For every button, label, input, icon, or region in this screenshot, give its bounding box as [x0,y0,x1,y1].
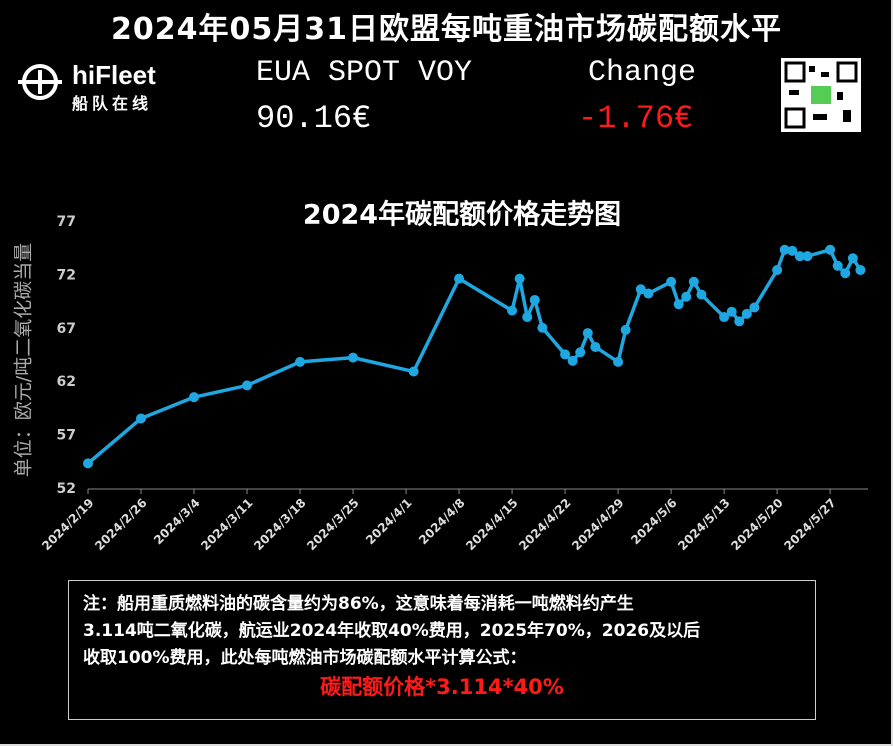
logo-icon [18,64,62,100]
series-line [86,248,862,465]
data-point [136,413,147,424]
note-line: 注：船用重质燃料油的碳含量约为86%，这意味着每消耗一吨燃料约产生 [83,594,634,614]
data-point [582,328,593,339]
data-point [847,253,858,264]
note-line: 3.114吨二氧化碳，航运业2024年收取40%费用，2025年70%，2026… [83,621,701,641]
x-tick-label: 2024/2/19 [39,496,96,553]
x-tick-label: 2024/2/26 [92,496,149,553]
data-point [454,273,465,284]
note-box: 注：船用重质燃料油的碳含量约为86%，这意味着每消耗一吨燃料约产生 3.114吨… [68,580,816,720]
spot-value: 90.16€ [256,100,372,137]
brand: hiFleet [72,60,156,90]
qr-code [781,58,861,132]
data-point [734,316,745,327]
data-point [613,356,624,367]
y-tick-label: 52 [57,481,76,497]
x-tick-label: 2024/3/11 [198,496,255,553]
data-point [348,352,359,363]
data-point [522,312,533,323]
x-tick-label: 2024/4/15 [463,496,520,553]
chart: 2024年碳配额价格走势图 单位：欧元/吨二氧化碳当量 52 57 62 67 72 77… [13,199,868,553]
y-tick-label: 57 [57,428,76,444]
chart-title: 2024年碳配额价格走势图 [303,199,621,231]
data-point [620,324,631,335]
data-point [787,245,798,256]
main-title: 2024年05月31日欧盟每吨重油市场碳配额水平 [111,12,782,47]
data-point [741,308,752,319]
x-tick-label: 2024/5/20 [728,496,785,553]
data-point [719,312,730,323]
x-tick-label: 2024/5/13 [675,496,732,553]
data-point [408,366,419,377]
y-tick-label: 77 [57,214,76,230]
brand-sub: 船队在线 [72,94,153,113]
data-point [802,251,813,262]
change-value: -1.76€ [578,100,694,137]
x-tick-label: 2024/3/25 [304,496,361,553]
data-point [590,341,601,352]
note-formula: 碳配额价格*3.114*40% [320,675,564,699]
data-point [855,265,866,276]
data-point [189,392,200,403]
data-point [83,458,93,469]
data-point [673,299,684,310]
y-tick-label: 62 [57,374,76,390]
x-tick-label: 2024/3/18 [251,496,308,553]
data-point [825,244,836,255]
change-label: Change [588,56,697,90]
data-point [666,276,677,287]
note-line: 收取100%费用，此处每吨燃油市场碳配额水平计算公式： [83,648,527,668]
data-point [635,284,646,295]
x-tick-label: 2024/4/1 [363,496,415,548]
data-point [681,291,692,302]
data-point [749,302,760,313]
data-point [696,289,707,300]
data-point [295,356,306,367]
data-point [772,265,783,276]
y-tick-label: 72 [57,267,76,283]
x-tick-label: 2024/4/8 [416,496,468,548]
x-tick-label: 2024/4/29 [569,496,626,553]
data-point [840,268,851,279]
data-point [529,294,540,305]
data-point [688,276,699,287]
data-point [726,306,737,317]
data-point [567,355,578,366]
x-tick-label: 2024/5/27 [781,496,838,553]
data-point [242,380,253,391]
data-point [575,347,586,358]
x-tick-label: 2024/3/4 [151,496,203,548]
spot-label: EUA SPOT VOY [256,56,473,90]
data-point [560,349,571,360]
x-tick-label: 2024/5/6 [628,496,680,548]
y-tick-label: 67 [57,321,76,337]
data-point [507,305,518,316]
data-point [794,251,805,262]
data-point [537,322,548,333]
x-tick-label: 2024/4/22 [516,496,573,553]
data-point [643,288,654,299]
data-point [779,244,790,255]
y-axis-label: 单位：欧元/吨二氧化碳当量 [13,243,35,477]
data-point [832,260,843,271]
data-point [514,273,525,284]
